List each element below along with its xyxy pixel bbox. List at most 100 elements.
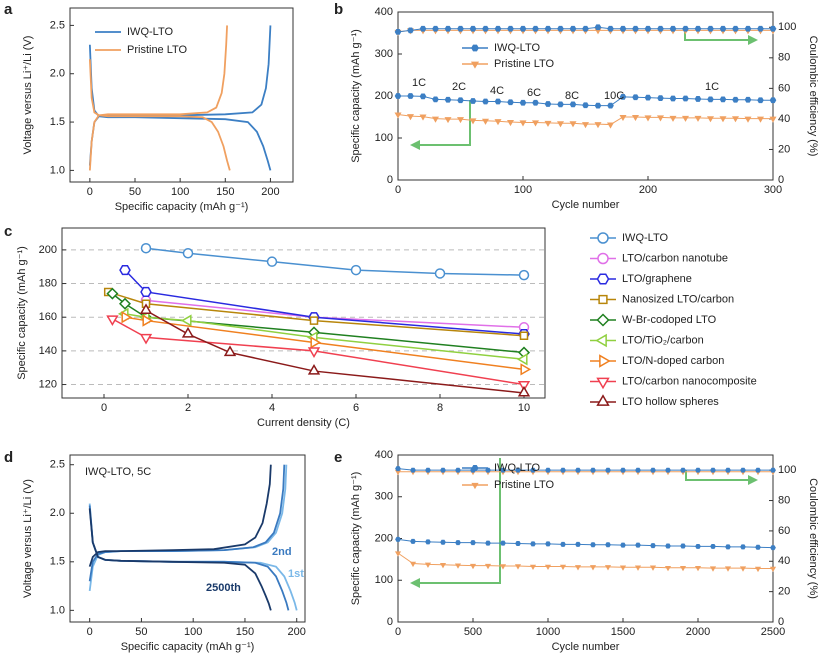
data-point xyxy=(665,467,671,473)
data-point xyxy=(744,116,752,123)
legend-label: Pristine LTO xyxy=(127,44,188,56)
panel-letter: a xyxy=(4,1,13,18)
data-point xyxy=(419,25,427,32)
annotation: 4C xyxy=(490,85,504,97)
data-point xyxy=(506,120,515,127)
data-point xyxy=(731,116,740,123)
data-point xyxy=(469,25,477,32)
annotation: 10C xyxy=(604,90,624,102)
data-point xyxy=(454,563,462,569)
plot-frame xyxy=(69,7,294,183)
data-point xyxy=(544,120,552,127)
legend-marker xyxy=(595,333,607,348)
legend-marker xyxy=(597,252,609,265)
x-tick-label: 2 xyxy=(185,402,191,414)
x-tick-label: 150 xyxy=(236,626,254,638)
data-point xyxy=(650,543,656,549)
data-point xyxy=(266,256,278,267)
series-line xyxy=(112,318,525,386)
data-point xyxy=(739,566,747,572)
data-point xyxy=(310,336,322,349)
data-point xyxy=(139,333,153,345)
data-point xyxy=(557,25,564,32)
data-point xyxy=(519,120,527,127)
x-axis-label: Specific capacity (mAh g⁻¹) xyxy=(115,201,249,213)
data-point xyxy=(707,96,714,103)
data-point xyxy=(594,24,602,31)
data-point xyxy=(530,541,536,547)
plot-frame xyxy=(69,454,306,623)
y-tick-label: 200 xyxy=(375,532,393,544)
data-point xyxy=(457,97,464,104)
data-point xyxy=(394,551,402,557)
data-point xyxy=(440,467,446,473)
annotation: 2C xyxy=(452,81,466,93)
plot-frame xyxy=(61,227,546,399)
x-axis-label: Specific capacity (mAh g⁻¹) xyxy=(121,641,255,653)
data-point xyxy=(694,96,702,102)
x-tick-label: 150 xyxy=(216,186,234,198)
data-point xyxy=(457,25,464,32)
y2-axis-label: Coulombic efficiency (%) xyxy=(807,478,819,599)
data-point xyxy=(307,363,321,375)
legend-label: LTO/graphene xyxy=(622,273,692,285)
x-axis-label: Cycle number xyxy=(552,199,620,211)
x-tick-label: 200 xyxy=(288,626,306,638)
panel-letter: e xyxy=(334,449,342,466)
y2-tick-label: 20 xyxy=(778,586,790,598)
data-point xyxy=(394,93,402,99)
data-point xyxy=(469,118,477,125)
arrow xyxy=(684,30,758,45)
data-point xyxy=(424,562,432,568)
data-point xyxy=(181,326,195,338)
data-point xyxy=(419,93,427,100)
y-tick-label: 100 xyxy=(375,132,393,144)
y-tick-label: 400 xyxy=(375,449,393,461)
x-tick-label: 100 xyxy=(514,184,532,196)
legend-label: LTO/N-doped carbon xyxy=(622,355,724,367)
data-point xyxy=(756,116,765,123)
data-point xyxy=(604,565,612,571)
x-tick-label: 10 xyxy=(518,402,530,414)
y-axis-label: Specific capacity (mAh g⁻¹) xyxy=(350,472,362,606)
data-point xyxy=(757,97,764,104)
y-tick-label: 120 xyxy=(39,378,57,390)
data-point xyxy=(606,122,615,129)
data-point xyxy=(395,466,401,472)
y2-tick-label: 100 xyxy=(778,21,796,33)
data-point xyxy=(695,543,701,549)
legend-label: LTO/carbon nanotube xyxy=(622,252,728,264)
y2-tick-label: 40 xyxy=(778,555,790,567)
y-tick-label: 0 xyxy=(387,616,393,628)
data-point xyxy=(455,540,461,546)
data-point xyxy=(106,287,119,300)
data-point xyxy=(500,467,506,473)
legend-marker xyxy=(596,273,610,285)
data-point xyxy=(560,467,566,473)
annotation: 6C xyxy=(527,87,541,99)
x-tick-label: 6 xyxy=(353,402,359,414)
legend-marker xyxy=(471,44,479,52)
data-point xyxy=(439,563,447,569)
data-point xyxy=(432,96,439,103)
data-point xyxy=(669,115,677,122)
legend-marker xyxy=(471,465,479,471)
legend-label: IWQ-LTO xyxy=(494,462,540,474)
y-tick-label: 140 xyxy=(39,345,57,357)
data-point xyxy=(544,101,552,107)
data-point xyxy=(770,467,776,473)
series-label: 2500th xyxy=(206,582,241,594)
data-point xyxy=(635,467,641,473)
y-axis-label: Specific capacity (mAh g⁻¹) xyxy=(16,246,28,380)
data-point xyxy=(682,95,689,102)
data-point xyxy=(557,101,564,108)
x-tick-label: 0 xyxy=(87,626,93,638)
data-point xyxy=(719,116,727,123)
y-tick-label: 160 xyxy=(39,311,57,323)
data-point xyxy=(575,541,581,547)
data-point xyxy=(590,542,596,548)
y-axis-label: Specific capacity (mAh g⁻¹) xyxy=(350,29,362,163)
y-tick-label: 200 xyxy=(39,244,57,256)
data-point xyxy=(665,543,671,549)
data-point xyxy=(770,545,776,551)
